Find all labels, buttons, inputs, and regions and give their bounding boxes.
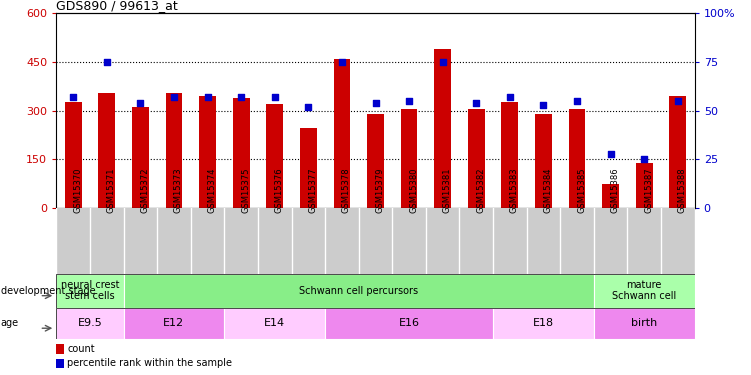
Text: development stage: development stage: [1, 286, 95, 296]
Bar: [56, 274, 123, 308]
Text: GSM15376: GSM15376: [275, 168, 284, 213]
Bar: [493, 308, 594, 339]
Text: GSM15373: GSM15373: [174, 168, 183, 213]
Bar: [535, 114, 552, 208]
Point: [504, 94, 516, 100]
Bar: [594, 308, 695, 339]
Point: [470, 100, 482, 106]
Point: [336, 59, 348, 65]
Bar: [569, 109, 586, 208]
Point: [201, 94, 213, 100]
Text: GSM15384: GSM15384: [544, 168, 553, 213]
Text: percentile rank within the sample: percentile rank within the sample: [68, 358, 233, 368]
Text: GSM15388: GSM15388: [678, 168, 687, 213]
Text: GSM15372: GSM15372: [140, 168, 149, 213]
Point: [168, 94, 180, 100]
Point: [538, 102, 550, 108]
Point: [571, 98, 583, 104]
Text: count: count: [68, 344, 95, 354]
Text: GSM15380: GSM15380: [409, 168, 418, 213]
Bar: [325, 308, 493, 339]
Bar: [367, 114, 384, 208]
Bar: [98, 93, 115, 208]
Bar: [594, 274, 695, 308]
Text: Schwann cell percursors: Schwann cell percursors: [299, 286, 418, 296]
Text: GSM15383: GSM15383: [510, 168, 519, 213]
Text: GSM15375: GSM15375: [241, 168, 250, 213]
Text: mature
Schwann cell: mature Schwann cell: [612, 280, 677, 302]
Point: [605, 150, 617, 156]
Point: [303, 104, 315, 110]
Text: GSM15385: GSM15385: [577, 168, 586, 213]
Text: GSM15387: GSM15387: [644, 168, 653, 213]
Text: GSM15378: GSM15378: [342, 168, 351, 213]
Bar: [56, 308, 123, 339]
Bar: [199, 96, 216, 208]
Bar: [267, 104, 283, 208]
Bar: [300, 129, 317, 208]
Bar: [132, 107, 149, 208]
Text: E9.5: E9.5: [77, 318, 102, 328]
Text: GSM15382: GSM15382: [476, 168, 485, 213]
Bar: [602, 184, 619, 208]
Text: GSM15386: GSM15386: [611, 168, 620, 213]
Bar: [65, 102, 82, 208]
Text: E16: E16: [399, 318, 420, 328]
Bar: [468, 109, 484, 208]
Point: [403, 98, 415, 104]
Point: [369, 100, 382, 106]
Point: [638, 156, 650, 162]
Point: [67, 94, 79, 100]
Text: GSM15370: GSM15370: [73, 168, 82, 213]
Text: E14: E14: [264, 318, 285, 328]
Text: neural crest
stem cells: neural crest stem cells: [61, 280, 119, 302]
Text: GSM15379: GSM15379: [376, 168, 385, 213]
Bar: [123, 308, 225, 339]
Bar: [333, 58, 350, 208]
Bar: [669, 96, 686, 208]
Text: E18: E18: [533, 318, 554, 328]
Bar: [401, 109, 418, 208]
Text: GSM15377: GSM15377: [309, 168, 318, 213]
Text: birth: birth: [631, 318, 657, 328]
Point: [235, 94, 247, 100]
Point: [134, 100, 146, 106]
Bar: [123, 274, 594, 308]
Text: GDS890 / 99613_at: GDS890 / 99613_at: [56, 0, 178, 12]
Bar: [502, 102, 518, 208]
Text: E12: E12: [164, 318, 185, 328]
Point: [101, 59, 113, 65]
Point: [436, 59, 448, 65]
Text: GSM15381: GSM15381: [442, 168, 451, 213]
Text: GSM15374: GSM15374: [207, 168, 216, 213]
Bar: [636, 163, 653, 208]
Bar: [233, 98, 249, 208]
Bar: [434, 49, 451, 208]
Bar: [56, 344, 65, 354]
Text: GSM15371: GSM15371: [107, 168, 116, 213]
Text: age: age: [1, 318, 19, 328]
Bar: [165, 93, 182, 208]
Bar: [56, 358, 65, 368]
Point: [269, 94, 281, 100]
Bar: [225, 308, 325, 339]
Point: [672, 98, 684, 104]
